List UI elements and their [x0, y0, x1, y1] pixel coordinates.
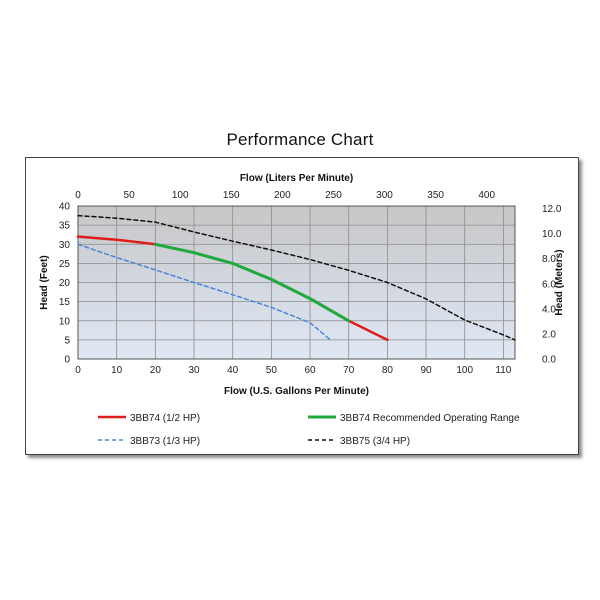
chart-frame: 0 10 20 30 40 50 60 70 80 90 100 110 0 50 100 150 200 250… — [25, 157, 579, 455]
x-tick-label: 80 — [382, 365, 394, 376]
x-tick-label: 30 — [188, 365, 200, 376]
legend-label-3bb74: 3BB74 (1/2 HP) — [130, 413, 200, 424]
x2-tick-label: 50 — [124, 190, 136, 201]
x-tick-label: 0 — [75, 365, 81, 376]
x2-tick-label: 200 — [274, 190, 291, 201]
y2-tick-label: 6.0 — [542, 279, 556, 290]
legend-label-3bb74-range: 3BB74 Recommended Operating Range — [340, 413, 520, 424]
y-tick-label: 0 — [64, 355, 70, 366]
y2-tick-label: 4.0 — [542, 304, 556, 315]
x2-tick-label: 250 — [325, 190, 342, 201]
x-tick-label: 70 — [343, 365, 355, 376]
y-tick-label: 40 — [59, 202, 71, 213]
x2-tick-label: 400 — [478, 190, 495, 201]
x-tick-label: 90 — [420, 365, 432, 376]
y-tick-label: 35 — [59, 221, 71, 232]
x2-tick-label: 350 — [427, 190, 444, 201]
legend-label-3bb75: 3BB75 (3/4 HP) — [340, 436, 410, 447]
x-tick-label: 50 — [266, 365, 278, 376]
y2-tick-label: 12.0 — [542, 204, 562, 215]
y-tick-label: 30 — [59, 240, 71, 251]
y2-axis-title: Head (Meters) — [554, 249, 565, 315]
legend: 3BB74 (1/2 HP) 3BB74 Recommended Operati… — [98, 413, 520, 447]
x2-tick-label: 300 — [376, 190, 393, 201]
x-tick-label: 20 — [150, 365, 162, 376]
y2-tick-label: 8.0 — [542, 254, 556, 265]
y2-tick-label: 0.0 — [542, 355, 556, 366]
plot-border — [77, 205, 516, 360]
y2-tick-label: 2.0 — [542, 329, 556, 340]
series-line-3bb73-1-3-hp — [77, 243, 331, 340]
y-tick-label: 15 — [59, 297, 71, 308]
y-tick-label: 25 — [59, 259, 71, 270]
x-tick-label: 60 — [304, 365, 316, 376]
series-line-3bb74-recommended-operating-range — [153, 242, 351, 323]
x-tick-label: 10 — [111, 365, 123, 376]
x-tick-label: 100 — [456, 365, 473, 376]
chart-title: Performance Chart — [226, 130, 374, 149]
x-tick-label: 110 — [495, 365, 511, 376]
x-tick-label: 40 — [227, 365, 239, 376]
x2-axis-title: Flow (Liters Per Minute) — [240, 173, 353, 184]
legend-label-3bb73: 3BB73 (1/3 HP) — [130, 436, 200, 447]
x-axis-title: Flow (U.S. Gallons Per Minute) — [224, 386, 369, 397]
y-tick-label: 20 — [59, 278, 71, 289]
y-axis-title: Head (Feet) — [39, 255, 50, 309]
series-line-3bb75-3-4-hp — [77, 214, 516, 341]
x2-tick-label: 0 — [75, 190, 81, 201]
y-tick-label: 5 — [64, 335, 70, 346]
x2-tick-label: 150 — [223, 190, 240, 201]
y-tick-label: 10 — [59, 316, 71, 327]
x2-tick-label: 100 — [172, 190, 189, 201]
y2-tick-label: 10.0 — [542, 229, 562, 240]
